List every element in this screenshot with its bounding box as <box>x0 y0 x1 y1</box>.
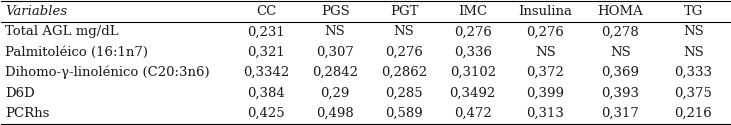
Text: CC: CC <box>257 5 276 18</box>
Text: 0,276: 0,276 <box>526 26 564 38</box>
Text: NS: NS <box>393 26 414 38</box>
Text: 0,369: 0,369 <box>602 66 640 79</box>
Text: 0,384: 0,384 <box>248 86 285 100</box>
Text: NS: NS <box>325 26 346 38</box>
Text: 0,472: 0,472 <box>454 107 491 120</box>
Text: 0,276: 0,276 <box>385 46 423 59</box>
Text: 0,3492: 0,3492 <box>450 86 496 100</box>
Text: 0,285: 0,285 <box>385 86 423 100</box>
Text: Total AGL mg/dL: Total AGL mg/dL <box>5 26 118 38</box>
Text: Dihomo-γ-linolénico (C20:3n6): Dihomo-γ-linolénico (C20:3n6) <box>5 66 210 79</box>
Text: 0,372: 0,372 <box>526 66 564 79</box>
Text: 0,399: 0,399 <box>526 86 564 100</box>
Text: NS: NS <box>683 46 703 59</box>
Text: Insulina: Insulina <box>518 5 572 18</box>
Text: NS: NS <box>683 26 703 38</box>
Text: 0,216: 0,216 <box>674 107 712 120</box>
Text: Variables: Variables <box>5 5 67 18</box>
Text: D6D: D6D <box>5 86 35 100</box>
Text: 0,3342: 0,3342 <box>243 66 289 79</box>
Text: 0,2862: 0,2862 <box>381 66 427 79</box>
Text: 0,393: 0,393 <box>602 86 640 100</box>
Text: PGS: PGS <box>321 5 349 18</box>
Text: IMC: IMC <box>458 5 488 18</box>
Text: 0,231: 0,231 <box>248 26 285 38</box>
Text: PCRhs: PCRhs <box>5 107 50 120</box>
Text: Palmitoléico (16:1n7): Palmitoléico (16:1n7) <box>5 46 148 59</box>
Text: 0,278: 0,278 <box>602 26 639 38</box>
Text: 0,3102: 0,3102 <box>450 66 496 79</box>
Text: 0,589: 0,589 <box>385 107 423 120</box>
Text: 0,29: 0,29 <box>320 86 350 100</box>
Text: 0,313: 0,313 <box>526 107 564 120</box>
Text: 0,425: 0,425 <box>248 107 285 120</box>
Text: 0,321: 0,321 <box>248 46 285 59</box>
Text: PGT: PGT <box>390 5 418 18</box>
Text: 0,2842: 0,2842 <box>312 66 358 79</box>
Text: 0,317: 0,317 <box>602 107 640 120</box>
Text: NS: NS <box>535 46 556 59</box>
Text: 0,333: 0,333 <box>674 66 712 79</box>
Text: 0,276: 0,276 <box>454 26 492 38</box>
Text: 0,307: 0,307 <box>317 46 354 59</box>
Text: TG: TG <box>683 5 703 18</box>
Text: 0,375: 0,375 <box>674 86 712 100</box>
Text: 0,336: 0,336 <box>454 46 492 59</box>
Text: HOMA: HOMA <box>597 5 643 18</box>
Text: NS: NS <box>610 46 631 59</box>
Text: 0,498: 0,498 <box>317 107 354 120</box>
